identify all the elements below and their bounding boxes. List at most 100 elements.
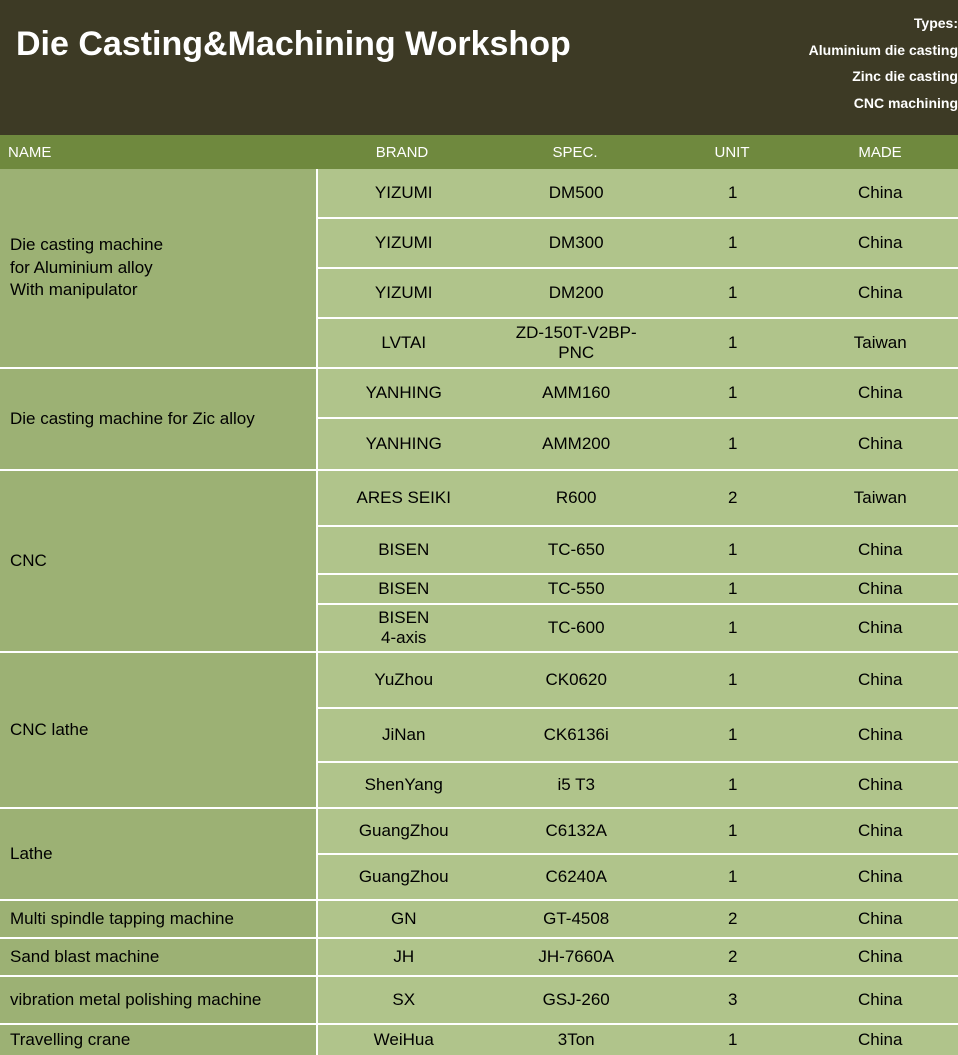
types-block: Types: Aluminium die casting Zinc die ca… — [809, 10, 958, 116]
cell-made: China — [802, 709, 958, 761]
cell-spec: C6132A — [489, 809, 662, 853]
type-item: Zinc die casting — [809, 63, 958, 90]
col-header-unit: UNIT — [662, 144, 802, 161]
table-row: ARES SEIKIR6002Taiwan — [316, 471, 958, 527]
group-name-cell: CNC — [0, 471, 316, 651]
cell-unit: 1 — [663, 1025, 803, 1055]
table-group: LatheGuangZhouC6132A1ChinaGuangZhouC6240… — [0, 809, 958, 901]
table-row: GNGT-45082China — [316, 901, 958, 937]
cell-unit: 2 — [663, 939, 803, 975]
group-name-cell: Multi spindle tapping machine — [0, 901, 316, 937]
cell-made: China — [802, 527, 958, 573]
group-name-cell: Die casting machine for Aluminium alloy … — [0, 169, 316, 367]
cell-unit: 2 — [663, 471, 803, 525]
group-rows: JHJH-7660A2China — [316, 939, 958, 975]
cell-unit: 1 — [663, 809, 803, 853]
group-name-cell: Die casting machine for Zic alloy — [0, 369, 316, 469]
table-group: Die casting machine for Aluminium alloy … — [0, 169, 958, 369]
cell-brand: BISEN — [318, 575, 489, 603]
cell-made: China — [802, 605, 958, 651]
group-rows: WeiHua3Ton1China — [316, 1025, 958, 1055]
group-rows: YuZhouCK06201ChinaJiNanCK6136i1ChinaShen… — [316, 653, 958, 807]
cell-spec: AMM160 — [489, 369, 662, 417]
table-row: GuangZhouC6240A1China — [316, 855, 958, 899]
cell-brand: JiNan — [318, 709, 489, 761]
table-group: Multi spindle tapping machineGNGT-45082C… — [0, 901, 958, 939]
cell-unit: 3 — [663, 977, 803, 1023]
cell-spec: DM200 — [489, 269, 662, 317]
table-body: Die casting machine for Aluminium alloy … — [0, 169, 958, 1055]
cell-brand: ARES SEIKI — [318, 471, 489, 525]
type-item: CNC machining — [809, 90, 958, 117]
cell-brand: BISEN — [318, 527, 489, 573]
table-group: CNCARES SEIKIR6002TaiwanBISENTC-6501Chin… — [0, 471, 958, 653]
col-header-name: NAME — [0, 144, 316, 161]
cell-brand: YIZUMI — [318, 169, 489, 217]
table-group: Sand blast machineJHJH-7660A2China — [0, 939, 958, 977]
group-name-cell: Lathe — [0, 809, 316, 899]
cell-spec: CK0620 — [489, 653, 662, 707]
group-rows: YANHINGAMM1601ChinaYANHINGAMM2001China — [316, 369, 958, 469]
header: Die Casting&Machining Workshop Types: Al… — [0, 0, 958, 135]
cell-made: China — [802, 219, 958, 267]
cell-unit: 1 — [663, 169, 803, 217]
cell-made: Taiwan — [802, 471, 958, 525]
cell-spec: i5 T3 — [489, 763, 662, 807]
col-header-brand: BRAND — [316, 144, 488, 161]
cell-unit: 1 — [663, 527, 803, 573]
cell-brand: ShenYang — [318, 763, 489, 807]
cell-spec: TC-650 — [489, 527, 662, 573]
cell-brand: JH — [318, 939, 489, 975]
cell-unit: 1 — [663, 419, 803, 469]
cell-brand: YANHING — [318, 369, 489, 417]
table-group: vibration metal polishing machineSXGSJ-2… — [0, 977, 958, 1025]
column-header-row: NAME BRAND SPEC. UNIT MADE — [0, 135, 958, 169]
cell-brand: YIZUMI — [318, 219, 489, 267]
cell-unit: 1 — [663, 855, 803, 899]
cell-made: China — [802, 939, 958, 975]
cell-spec: GT-4508 — [489, 901, 662, 937]
cell-made: China — [802, 575, 958, 603]
group-rows: GuangZhouC6132A1ChinaGuangZhouC6240A1Chi… — [316, 809, 958, 899]
cell-made: China — [802, 977, 958, 1023]
cell-spec: 3Ton — [489, 1025, 662, 1055]
cell-spec: TC-550 — [489, 575, 662, 603]
table-row: JiNanCK6136i1China — [316, 709, 958, 763]
cell-spec: JH-7660A — [489, 939, 662, 975]
page-title: Die Casting&Machining Workshop — [16, 22, 942, 66]
cell-brand: SX — [318, 977, 489, 1023]
types-label: Types: — [809, 10, 958, 37]
table-group: CNC latheYuZhouCK06201ChinaJiNanCK6136i1… — [0, 653, 958, 809]
cell-spec: C6240A — [489, 855, 662, 899]
cell-made: China — [802, 269, 958, 317]
cell-spec: DM500 — [489, 169, 662, 217]
cell-unit: 1 — [663, 269, 803, 317]
cell-made: China — [802, 1025, 958, 1055]
table-row: SXGSJ-2603China — [316, 977, 958, 1023]
cell-brand: LVTAI — [318, 319, 489, 367]
table-row: GuangZhouC6132A1China — [316, 809, 958, 855]
table-row: YANHINGAMM1601China — [316, 369, 958, 419]
col-header-made: MADE — [802, 144, 958, 161]
cell-spec: AMM200 — [489, 419, 662, 469]
cell-unit: 1 — [663, 369, 803, 417]
cell-spec: R600 — [489, 471, 662, 525]
cell-spec: GSJ-260 — [489, 977, 662, 1023]
cell-spec: TC-600 — [489, 605, 662, 651]
cell-brand: WeiHua — [318, 1025, 489, 1055]
cell-brand: BISEN 4-axis — [318, 605, 489, 651]
table-row: BISENTC-5501China — [316, 575, 958, 605]
cell-spec: DM300 — [489, 219, 662, 267]
table-row: ShenYangi5 T31China — [316, 763, 958, 807]
cell-unit: 1 — [663, 319, 803, 367]
table-row: BISEN 4-axisTC-6001China — [316, 605, 958, 651]
group-name-cell: Sand blast machine — [0, 939, 316, 975]
group-rows: GNGT-45082China — [316, 901, 958, 937]
cell-brand: GuangZhou — [318, 809, 489, 853]
table-row: BISENTC-6501China — [316, 527, 958, 575]
cell-unit: 1 — [663, 575, 803, 603]
cell-unit: 1 — [663, 605, 803, 651]
group-rows: SXGSJ-2603China — [316, 977, 958, 1023]
cell-unit: 1 — [663, 653, 803, 707]
table-row: YANHINGAMM2001China — [316, 419, 958, 469]
